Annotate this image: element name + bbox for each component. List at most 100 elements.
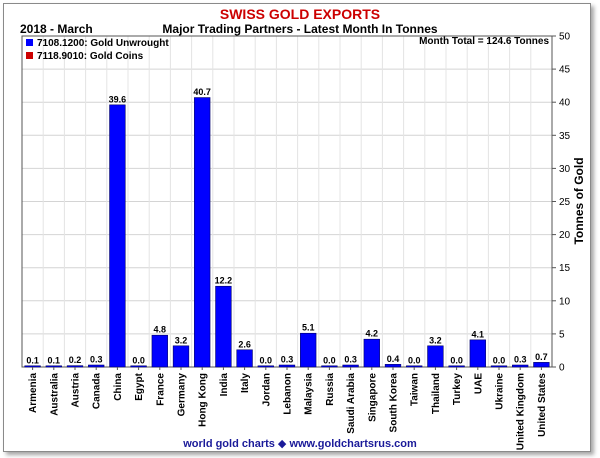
chart-frame — [3, 3, 591, 452]
x-tick-label-17: South Korea — [389, 373, 400, 433]
x-tick-label-9: India — [219, 373, 230, 397]
data-label-5: 0.0 — [132, 355, 145, 365]
data-label-14: 0.0 — [323, 355, 336, 365]
x-tick-label-4: China — [113, 373, 124, 401]
bar-21 — [469, 339, 486, 368]
data-label-1: 0.1 — [48, 355, 61, 365]
bar-14 — [321, 365, 338, 368]
month-total-annotation: Month Total = 124.6 Tonnes — [419, 36, 549, 47]
x-tick-label-2: Austria — [71, 373, 82, 408]
data-label-19: 3.2 — [429, 335, 442, 345]
x-tick-label-7: Germany — [177, 373, 188, 417]
legend-swatch-gold-unwrought — [26, 39, 33, 46]
bar-18 — [406, 365, 423, 368]
bar-9 — [215, 285, 232, 368]
chart-title: SWISS GOLD EXPORTS — [219, 6, 381, 22]
bar-6 — [151, 334, 168, 368]
bar-15 — [342, 364, 359, 368]
y-tick-label-4: 20 — [559, 230, 571, 241]
y-axis-title: Tonnes of Gold — [572, 157, 586, 244]
x-tick-label-10: Italy — [240, 373, 251, 393]
bar-0 — [24, 365, 41, 368]
x-tick-label-19: Thailand — [431, 373, 442, 414]
bar-17 — [384, 364, 402, 368]
grid-layer — [22, 36, 552, 367]
x-tick-label-24: United States — [537, 373, 548, 437]
bar-16 — [363, 338, 380, 368]
data-label-21: 4.1 — [472, 329, 485, 339]
data-label-17: 0.4 — [387, 354, 400, 364]
data-label-4: 39.6 — [109, 94, 127, 104]
x-tick-label-20: Turkey — [452, 373, 463, 405]
bar-23 — [512, 364, 529, 368]
bar-13 — [300, 332, 317, 368]
y-tick-label-6: 30 — [559, 164, 571, 175]
x-tick-label-23: United Kingdom — [516, 373, 527, 450]
bar-11 — [257, 365, 274, 368]
y-tick-label-8: 40 — [559, 98, 571, 109]
bar-3 — [88, 364, 105, 368]
x-tick-label-6: France — [155, 373, 166, 406]
bar-19 — [427, 345, 444, 368]
bar-7 — [172, 345, 190, 368]
bar-5 — [130, 365, 147, 368]
data-label-9: 12.2 — [215, 276, 233, 286]
x-tick-label-15: Saudi Arabia — [346, 373, 357, 434]
data-label-10: 2.6 — [238, 339, 251, 349]
data-label-12: 0.3 — [281, 355, 294, 365]
footer-credit: world gold charts ◆ www.goldchartsrus.co… — [183, 438, 417, 450]
data-label-8: 40.7 — [193, 87, 211, 97]
x-tick-label-0: Armenia — [28, 373, 39, 413]
data-label-15: 0.3 — [344, 355, 357, 365]
x-tick-label-3: Canada — [92, 373, 103, 410]
y-tick-label-9: 45 — [559, 65, 571, 76]
data-label-13: 5.1 — [302, 323, 315, 333]
chart-subtitle: Major Trading Partners - Latest Month In… — [162, 22, 438, 36]
x-tick-label-22: Ukraine — [495, 373, 506, 410]
data-label-11: 0.0 — [260, 355, 273, 365]
data-label-7: 3.2 — [175, 335, 188, 345]
y-tick-label-7: 35 — [559, 131, 571, 142]
data-label-24: 0.7 — [535, 352, 548, 362]
legend: 7108.1200: Gold Unwrought 7118.9010: Gol… — [26, 38, 169, 62]
x-tick-label-5: Egypt — [134, 372, 145, 400]
x-tick-label-13: Malaysia — [304, 373, 315, 415]
y-tick-label-5: 25 — [559, 197, 571, 208]
y-tick-label-0: 0 — [559, 363, 565, 374]
bar-4 — [109, 104, 126, 368]
data-label-6: 4.8 — [154, 325, 167, 335]
data-label-0: 0.1 — [26, 355, 39, 365]
x-tick-label-14: Russia — [325, 373, 336, 406]
bar-24 — [533, 362, 550, 368]
bar-22 — [490, 365, 508, 368]
data-label-3: 0.3 — [90, 355, 103, 365]
bar-8 — [194, 97, 211, 368]
y-axis-ticks: 0 5 10 15 20 25 30 35 40 45 50 — [552, 32, 571, 374]
data-label-23: 0.3 — [514, 355, 527, 365]
x-tick-label-8: Hong Kong — [198, 373, 209, 427]
data-label-2: 0.2 — [69, 355, 82, 365]
x-axis-ticks: Armenia Australia Austria Canada China Egypt F… — [28, 367, 548, 450]
x-tick-label-1: Australia — [49, 373, 60, 416]
data-labels-layer: 0.1 0.1 0.2 0.3 39.6 0.0 4.8 3.2 40.7 12.2 2.6 0.0 0… — [26, 87, 547, 365]
data-label-18: 0.0 — [408, 355, 421, 365]
data-label-16: 4.2 — [366, 329, 379, 339]
legend-label-gold-coins: 7118.9010: Gold Coins — [37, 51, 144, 62]
y-tick-label-10: 50 — [559, 32, 571, 43]
legend-swatch-gold-coins — [26, 52, 33, 59]
bars-layer — [24, 97, 550, 368]
period-label: 2018 - March — [20, 22, 93, 36]
x-tick-label-12: Lebanon — [283, 373, 294, 415]
bar-2 — [66, 365, 84, 368]
y-tick-label-1: 5 — [559, 329, 565, 340]
data-label-20: 0.0 — [450, 355, 463, 365]
y-tick-label-3: 15 — [559, 263, 571, 274]
x-tick-label-18: Taiwan — [410, 373, 421, 406]
x-tick-label-16: Singapore — [367, 373, 378, 422]
data-label-22: 0.0 — [493, 355, 506, 365]
y-tick-label-2: 10 — [559, 296, 571, 307]
bar-1 — [45, 365, 62, 368]
bar-12 — [278, 364, 296, 368]
x-tick-label-11: Jordan — [261, 373, 272, 406]
